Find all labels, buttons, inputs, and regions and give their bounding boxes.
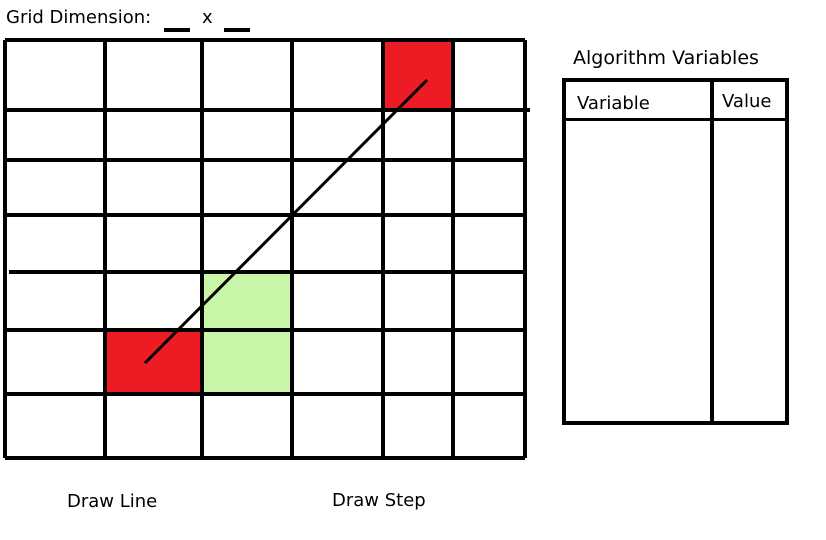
endpoint-cell[interactable] xyxy=(383,40,453,110)
grid-cells xyxy=(105,40,453,394)
column-header-variable: Variable xyxy=(577,93,650,114)
draw-step-button[interactable]: Draw Step xyxy=(332,490,426,511)
algorithm-variables-title: Algorithm Variables xyxy=(573,47,759,69)
drawn-line xyxy=(143,78,429,365)
dimension-times-symbol: x xyxy=(202,7,213,28)
step-cell[interactable] xyxy=(202,272,292,330)
grid-height-input[interactable] xyxy=(224,8,250,32)
step-cell[interactable] xyxy=(202,330,292,394)
variables-table: Variable Value xyxy=(562,78,789,425)
grid-width-input[interactable] xyxy=(164,8,190,32)
grid-dimension-label: Grid Dimension: xyxy=(6,7,152,28)
column-header-value: Value xyxy=(722,91,772,112)
table-header-divider xyxy=(566,118,785,121)
endpoint-cell[interactable] xyxy=(105,330,202,394)
pixel-grid-canvas[interactable] xyxy=(0,0,540,470)
grid-lines xyxy=(3,38,530,460)
draw-line-button[interactable]: Draw Line xyxy=(67,491,158,512)
table-column-divider xyxy=(710,82,714,421)
